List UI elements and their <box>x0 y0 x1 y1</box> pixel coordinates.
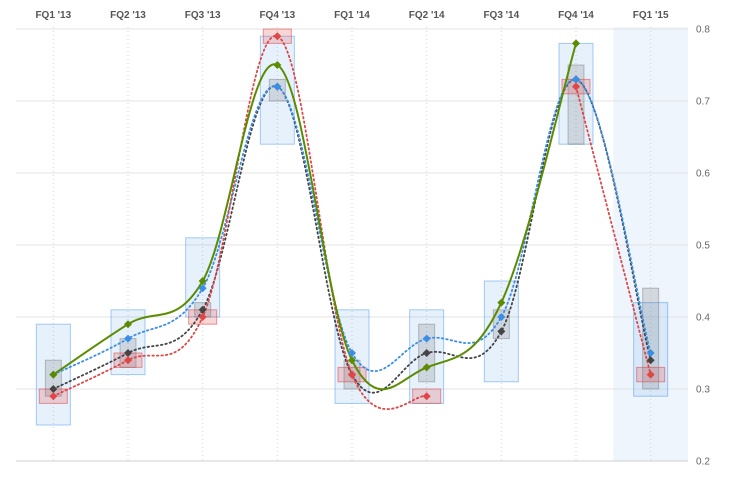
range-box-dark <box>567 64 585 145</box>
x-tick-label: FQ1 '14 <box>334 10 370 21</box>
data-point-blue <box>646 349 655 357</box>
data-point-blue <box>124 334 132 343</box>
data-point-dark <box>497 327 506 336</box>
y-tick-label: 0.8 <box>696 25 710 36</box>
y-tick-label: 0.6 <box>696 169 710 180</box>
data-point-dark <box>422 349 431 357</box>
x-tick-label: FQ1 '15 <box>633 10 669 21</box>
series-line-red <box>52 35 428 410</box>
range-box-dark <box>642 287 660 390</box>
x-tick-label: FQ2 '14 <box>409 10 445 21</box>
data-point-blue <box>348 349 356 357</box>
data-point-dark <box>124 349 132 357</box>
data-point-red <box>273 32 282 41</box>
y-tick-label: 0.7 <box>696 97 710 108</box>
data-point-green <box>124 320 132 329</box>
data-point-red <box>646 370 655 379</box>
x-tick-label: FQ1 '13 <box>35 10 71 21</box>
data-point-dark <box>198 305 207 314</box>
data-point-green <box>49 370 58 379</box>
data-point-red <box>422 392 431 401</box>
data-point-green <box>348 356 356 365</box>
data-point-green <box>497 298 506 307</box>
series-line-red <box>575 85 652 376</box>
data-point-green <box>422 363 431 372</box>
data-point-red <box>572 82 580 91</box>
data-point-red <box>49 392 58 401</box>
x-tick-label: FQ3 '13 <box>185 10 221 21</box>
data-point-blue <box>422 334 431 343</box>
y-tick-label: 0.4 <box>696 313 710 324</box>
data-point-blue <box>273 82 282 91</box>
data-point-blue <box>198 284 207 293</box>
series-line-dark <box>52 78 652 394</box>
x-tick-label: FQ2 '13 <box>110 10 146 21</box>
data-point-green <box>273 61 282 69</box>
data-point-red <box>348 370 356 379</box>
data-point-blue <box>497 313 506 321</box>
y-tick-label: 0.2 <box>696 457 710 468</box>
y-tick-label: 0.5 <box>696 241 710 252</box>
data-point-green <box>572 39 580 48</box>
data-point-blue <box>572 75 580 84</box>
data-point-red <box>124 356 132 365</box>
data-point-red <box>198 313 207 321</box>
data-point-green <box>198 277 207 285</box>
x-tick-label: FQ4 '13 <box>259 10 295 21</box>
data-point-dark <box>49 385 58 393</box>
x-tick-label: FQ3 '14 <box>483 10 519 21</box>
x-tick-label: FQ4 '14 <box>558 10 594 21</box>
data-point-dark <box>646 356 655 365</box>
y-tick-label: 0.3 <box>696 385 710 396</box>
